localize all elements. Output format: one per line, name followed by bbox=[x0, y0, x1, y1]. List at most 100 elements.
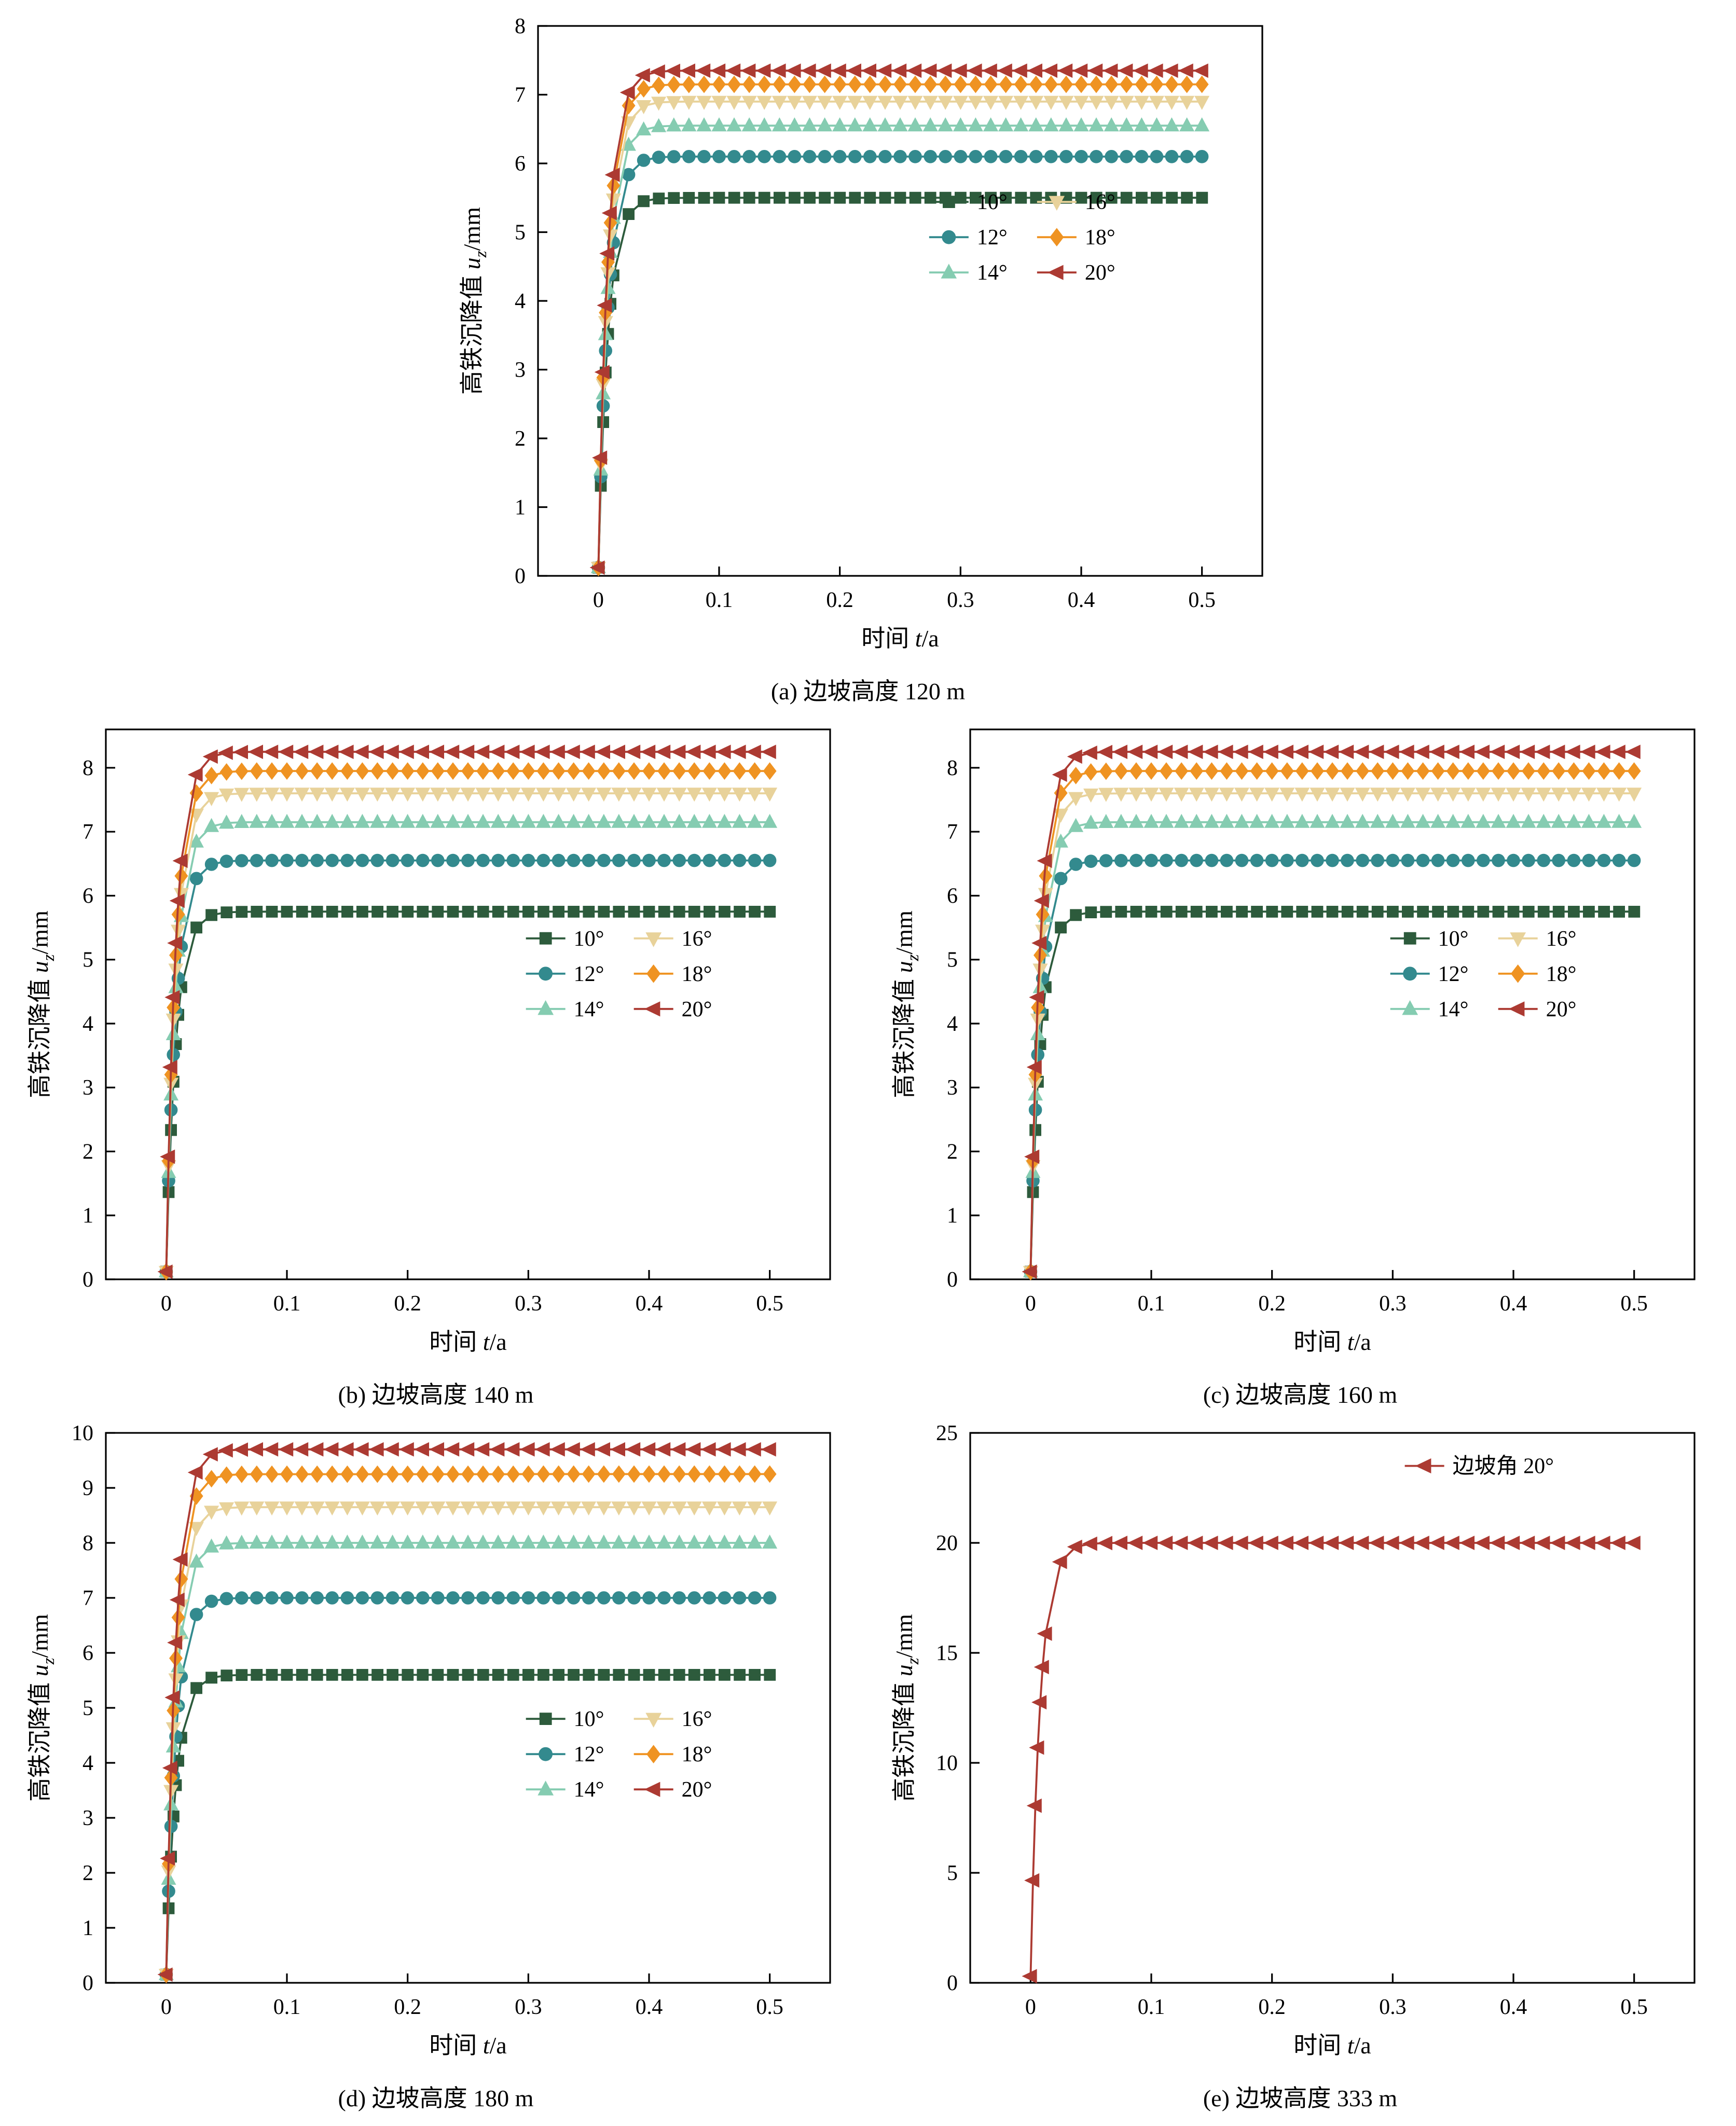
row-1: 0 0.1 0.2 0.3 0.4 0.5 0 1 2 3 4 5 6 7 8 时间 t/a 高铁沉降值 uz/… bbox=[21, 7, 1715, 707]
legend-label: 14° bbox=[1438, 998, 1469, 1021]
series-line-square bbox=[165, 910, 770, 1272]
y-axis-ticks: 0 1 2 3 4 5 6 7 8 bbox=[515, 15, 547, 588]
series-line-circle bbox=[1029, 859, 1634, 1272]
y-tick-label: 3 bbox=[947, 1076, 958, 1100]
y-tick-label: 8 bbox=[82, 1531, 93, 1555]
series-line-circle bbox=[165, 1597, 770, 1975]
y-tick-label: 3 bbox=[515, 358, 526, 382]
x-axis-title: 时间 t/a bbox=[429, 1329, 506, 1355]
x-tick-label: 0.5 bbox=[1188, 588, 1216, 612]
y-tick-label: 0 bbox=[947, 1971, 958, 1995]
x-tick-label: 0 bbox=[161, 1292, 172, 1316]
x-tick-label: 0 bbox=[593, 588, 604, 612]
legend-marker-triangle-down bbox=[1510, 932, 1526, 947]
x-tick-label: 0 bbox=[161, 1995, 172, 2019]
x-tick-label: 0.1 bbox=[273, 1995, 301, 2019]
x-tick-label: 0.5 bbox=[756, 1995, 783, 2019]
y-axis-title: 高铁沉降值 uz/mm bbox=[891, 910, 922, 1098]
y-tick-label: 4 bbox=[947, 1012, 958, 1036]
legend: 10° 12° 14° 16° 18° 20° bbox=[526, 1707, 712, 1802]
y-tick-label: 2 bbox=[82, 1140, 93, 1164]
legend-marker-triangle-down bbox=[1049, 196, 1065, 211]
y-tick-label: 1 bbox=[947, 1204, 958, 1228]
legend-label: 16° bbox=[682, 1707, 712, 1731]
legend-marker-triangle-left bbox=[1415, 1458, 1431, 1474]
legend-label: 20° bbox=[682, 1778, 712, 1802]
chart-b-caption: (b) 边坡高度 140 m bbox=[338, 1382, 534, 1408]
series-line-triangle-left bbox=[1029, 751, 1634, 1272]
series-markers-triangle-left bbox=[157, 744, 776, 1279]
legend-marker-triangle-up bbox=[941, 264, 957, 279]
x-tick-label: 0.1 bbox=[1138, 1995, 1165, 2019]
legend-label: 16° bbox=[1085, 190, 1115, 214]
y-tick-label: 5 bbox=[82, 1696, 93, 1720]
x-axis-title: 时间 t/a bbox=[429, 2032, 506, 2059]
x-tick-label: 0.3 bbox=[1379, 1292, 1407, 1316]
x-tick-label: 0.2 bbox=[394, 1995, 421, 2019]
y-axis-title: 高铁沉降值 uz/mm bbox=[891, 1614, 922, 1802]
series-line-triangle-left bbox=[165, 751, 770, 1272]
chart-d-caption: (d) 边坡高度 180 m bbox=[338, 2085, 534, 2111]
x-tick-label: 0.2 bbox=[1258, 1292, 1286, 1316]
y-tick-label: 6 bbox=[947, 884, 958, 908]
y-tick-label: 8 bbox=[82, 756, 93, 780]
y-tick-label: 6 bbox=[515, 152, 526, 176]
chart-e: 0 0.1 0.2 0.3 0.4 0.5 0 5 10 15 20 25 时间 t/a 高铁沉降值 uz… bbox=[885, 1414, 1715, 2114]
chart-a: 0 0.1 0.2 0.3 0.4 0.5 0 1 2 3 4 5 6 7 8 时间 t/a 高铁沉降值 uz/… bbox=[453, 7, 1283, 707]
y-tick-label: 7 bbox=[947, 820, 958, 844]
x-axis-ticks: 0 0.1 0.2 0.3 0.4 0.5 bbox=[161, 1973, 783, 2019]
x-tick-label: 0.4 bbox=[1068, 588, 1095, 612]
legend-label: 12° bbox=[977, 226, 1008, 250]
row-3: 0 0.1 0.2 0.3 0.4 0.5 0 1 2 3 4 5 6 7 8 9 10 时间 t/a 高铁沉降值 … bbox=[21, 1414, 1715, 2114]
y-axis-title: 高铁沉降值 uz/mm bbox=[26, 910, 58, 1098]
series-markers-triangle-left bbox=[157, 1442, 776, 1982]
x-tick-label: 0.3 bbox=[515, 1292, 542, 1316]
y-tick-label: 25 bbox=[936, 1421, 958, 1445]
x-tick-label: 0.2 bbox=[1258, 1995, 1286, 2019]
y-tick-label: 1 bbox=[82, 1204, 93, 1228]
legend: 边坡角 20° bbox=[1404, 1455, 1554, 1479]
legend-label: 边坡角 20° bbox=[1453, 1455, 1554, 1479]
legend-label: 14° bbox=[977, 261, 1008, 285]
x-tick-label: 0.1 bbox=[706, 588, 733, 612]
y-axis-title: 高铁沉降值 uz/mm bbox=[26, 1614, 58, 1802]
plot-frame bbox=[969, 1432, 1696, 1984]
series-line-triangle-up bbox=[165, 1542, 770, 1975]
legend-marker-square bbox=[1403, 932, 1416, 945]
chart-a-canvas: 0 0.1 0.2 0.3 0.4 0.5 0 1 2 3 4 5 6 7 8 时间 t/a 高铁沉降值 uz/… bbox=[459, 15, 1263, 652]
series-line-triangle-down bbox=[1029, 792, 1634, 1272]
series-markers-triangle-up bbox=[158, 813, 778, 1278]
x-tick-label: 0.3 bbox=[1379, 1995, 1407, 2019]
y-tick-label: 20 bbox=[936, 1531, 958, 1555]
legend-marker-triangle-left bbox=[644, 1782, 660, 1797]
legend-label: 16° bbox=[682, 927, 712, 951]
chart-c-caption: (c) 边坡高度 160 m bbox=[1203, 1382, 1398, 1408]
x-tick-label: 0.4 bbox=[636, 1995, 663, 2019]
legend-label: 20° bbox=[1085, 261, 1115, 285]
y-tick-label: 9 bbox=[82, 1476, 93, 1500]
series-line-triangle-down bbox=[597, 100, 1202, 568]
x-axis-title: 时间 t/a bbox=[1293, 2032, 1371, 2059]
legend-label: 14° bbox=[574, 1778, 604, 1802]
x-tick-label: 0.2 bbox=[826, 588, 853, 612]
legend-marker-circle bbox=[1403, 967, 1417, 981]
series-markers-triangle-left bbox=[1022, 744, 1641, 1279]
legend-marker-triangle-up bbox=[538, 1000, 554, 1015]
legend-marker-circle bbox=[942, 230, 956, 244]
series-markers-triangle-left bbox=[589, 63, 1208, 575]
x-tick-label: 0.4 bbox=[636, 1292, 663, 1316]
y-tick-label: 3 bbox=[82, 1076, 93, 1100]
series-line-triangle-down bbox=[165, 1506, 770, 1975]
legend-marker-triangle-up bbox=[1402, 1000, 1418, 1015]
y-tick-label: 8 bbox=[515, 15, 526, 38]
legend-label: 10° bbox=[574, 927, 604, 951]
legend: 10° 12° 14° 16° 18° 20° bbox=[526, 927, 712, 1021]
series-line-diamond bbox=[165, 1473, 770, 1975]
series-markers-circle bbox=[159, 853, 777, 1278]
y-tick-label: 4 bbox=[515, 289, 526, 313]
legend-label: 12° bbox=[1438, 962, 1469, 986]
y-tick-label: 6 bbox=[82, 884, 93, 908]
series-line-square bbox=[165, 1674, 770, 1975]
legend-label: 10° bbox=[1438, 927, 1469, 951]
